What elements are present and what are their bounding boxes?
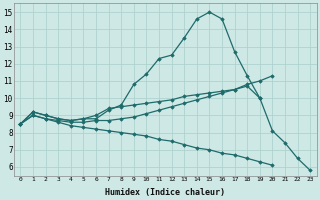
X-axis label: Humidex (Indice chaleur): Humidex (Indice chaleur) <box>105 188 225 197</box>
